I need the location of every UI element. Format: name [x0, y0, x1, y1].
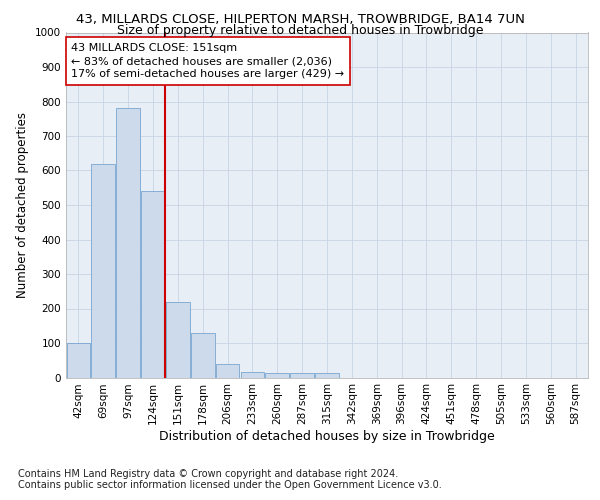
- Bar: [216, 364, 239, 378]
- Text: Contains HM Land Registry data © Crown copyright and database right 2024.: Contains HM Land Registry data © Crown c…: [18, 469, 398, 479]
- Bar: [116, 108, 140, 378]
- Bar: [191, 332, 215, 378]
- Y-axis label: Number of detached properties: Number of detached properties: [16, 112, 29, 298]
- Bar: [67, 343, 90, 378]
- Bar: [141, 191, 165, 378]
- Bar: [241, 372, 264, 378]
- Bar: [166, 302, 190, 378]
- Bar: [315, 374, 339, 378]
- Text: Size of property relative to detached houses in Trowbridge: Size of property relative to detached ho…: [117, 24, 483, 37]
- X-axis label: Distribution of detached houses by size in Trowbridge: Distribution of detached houses by size …: [159, 430, 495, 443]
- Text: 43 MILLARDS CLOSE: 151sqm
← 83% of detached houses are smaller (2,036)
17% of se: 43 MILLARDS CLOSE: 151sqm ← 83% of detac…: [71, 43, 344, 79]
- Bar: [290, 374, 314, 378]
- Bar: [91, 164, 115, 378]
- Text: 43, MILLARDS CLOSE, HILPERTON MARSH, TROWBRIDGE, BA14 7UN: 43, MILLARDS CLOSE, HILPERTON MARSH, TRO…: [76, 12, 524, 26]
- Bar: [265, 374, 289, 378]
- Text: Contains public sector information licensed under the Open Government Licence v3: Contains public sector information licen…: [18, 480, 442, 490]
